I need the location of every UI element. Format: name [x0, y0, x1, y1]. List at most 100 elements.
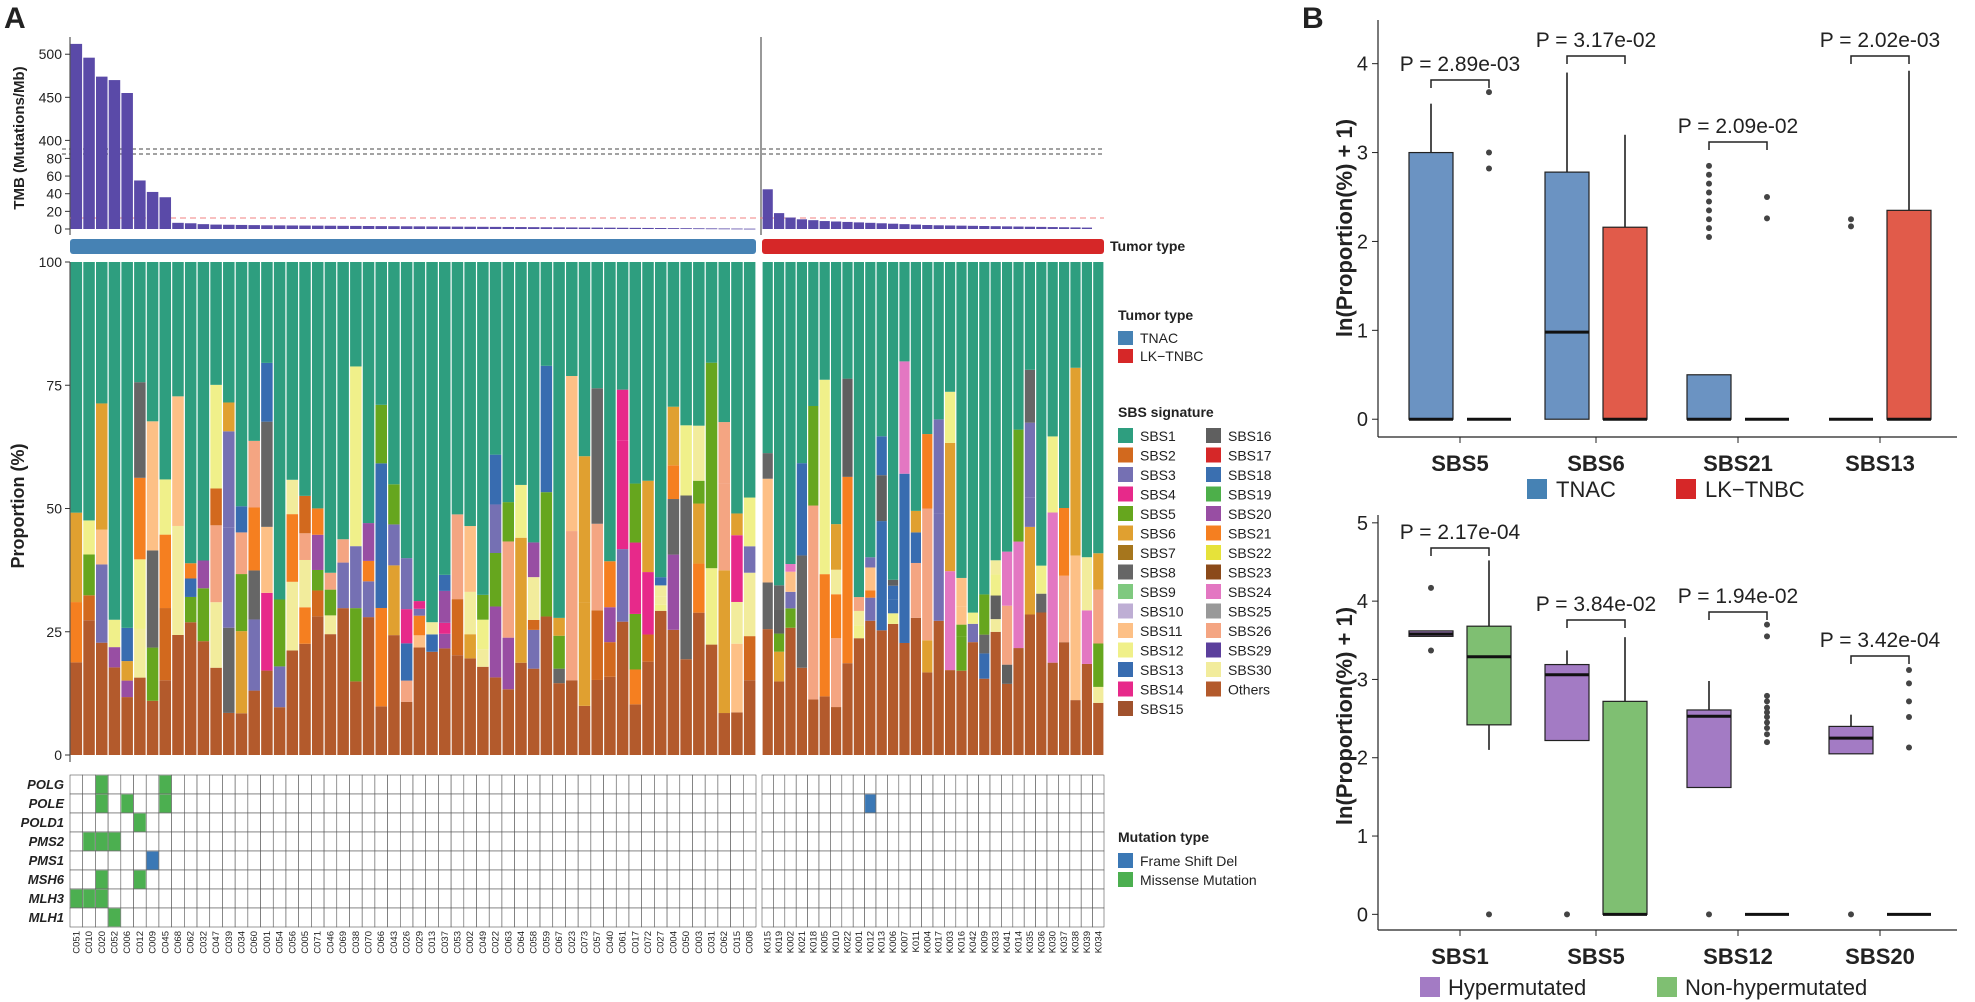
signature-segment	[477, 594, 489, 620]
oncoprint-cell	[450, 907, 465, 928]
signature-segment	[362, 523, 375, 561]
signature-segment	[261, 592, 273, 671]
oncoprint-cell	[1023, 869, 1036, 890]
oncoprint-cell	[438, 831, 452, 852]
tmb-bar	[108, 80, 121, 229]
oncoprint-cell	[514, 850, 528, 871]
mutation-cell	[146, 851, 159, 870]
oncoprint-cell	[323, 888, 338, 909]
signature-segment	[1002, 262, 1013, 552]
oncoprint-cell	[679, 888, 693, 909]
oncoprint-cell	[966, 869, 979, 890]
signature-segment	[489, 262, 502, 455]
signature-segment	[527, 542, 540, 578]
oncoprint-cell	[841, 888, 854, 909]
oncoprint-cell	[807, 774, 820, 795]
signature-segment	[248, 507, 260, 571]
oncoprint-cell	[955, 907, 968, 928]
oncoprint-cell	[184, 831, 198, 852]
oncoprint-cell	[628, 774, 642, 795]
oncoprint-cell	[978, 831, 991, 852]
oncoprint-cell	[361, 793, 376, 814]
signature-segment	[553, 635, 565, 669]
signature-segment	[515, 537, 527, 663]
oncoprint-cell	[425, 907, 439, 928]
box-outlier	[1706, 198, 1712, 205]
oncoprint-cell	[374, 812, 388, 833]
signature-segment	[831, 569, 842, 595]
oncoprint-cell	[450, 869, 465, 890]
signature-segment	[1036, 612, 1047, 755]
oncoprint-cell	[761, 812, 774, 833]
signature-segment	[808, 405, 819, 506]
oncoprint-cell	[552, 793, 566, 814]
oncoprint-cell	[932, 907, 945, 928]
signature-segment	[853, 610, 864, 626]
signature-segment	[324, 634, 337, 755]
tmb-tick-label: 80	[46, 150, 62, 166]
sample-label: C022	[491, 931, 502, 954]
tmb-bar	[540, 227, 553, 229]
signature-segment	[629, 704, 642, 755]
tmb-bar	[1047, 227, 1058, 229]
oncoprint-cell	[932, 831, 945, 852]
signature-segment	[1093, 553, 1104, 590]
signature-segment	[1002, 551, 1013, 606]
tmb-bar	[451, 226, 464, 229]
signature-segment	[311, 590, 324, 617]
sample-label: C057	[592, 931, 603, 954]
oncoprint-cell	[679, 907, 693, 928]
oncoprint-cell	[773, 907, 786, 928]
signature-segment	[134, 382, 146, 478]
signature-segment	[83, 262, 95, 521]
oncoprint-cell	[742, 831, 757, 852]
pvalue-bracket	[1708, 141, 1768, 150]
oncoprint-cell	[387, 907, 401, 928]
signature-segment	[922, 262, 933, 435]
signature-segment	[718, 483, 730, 571]
oncoprint-cell	[285, 831, 299, 852]
signature-segment	[553, 617, 565, 636]
tmb-bar	[888, 223, 899, 229]
signature-segment	[400, 609, 413, 644]
signature-segment	[1036, 565, 1047, 594]
oncoprint-cell	[784, 850, 797, 871]
tmb-bar	[70, 43, 83, 230]
signature-segment	[578, 602, 591, 706]
oncoprint-cell	[311, 793, 325, 814]
oncoprint-cell	[196, 793, 211, 814]
b-bottom-legend-label-hyper: Hypermutated	[1448, 975, 1586, 1000]
signature-segment	[604, 607, 616, 643]
mutation-cell	[108, 832, 121, 851]
gene-label: POLE	[29, 796, 65, 811]
oncoprint-cell	[641, 793, 655, 814]
oncoprint-cell	[336, 850, 350, 871]
box-outlier	[1764, 692, 1770, 699]
signature-segment	[785, 591, 796, 609]
signature-segment	[1013, 429, 1024, 542]
signature-segment	[853, 262, 864, 598]
panel-b-bottom: ln(Proportion(%) + 1) 0 1 2 3 4 5 SBS1 P = 2.17…	[1332, 513, 1957, 1000]
signature-segment	[718, 422, 730, 484]
signature-segment	[502, 262, 515, 503]
oncoprint-cell	[399, 812, 414, 833]
oncoprint-cell	[1012, 812, 1025, 833]
signature-segment	[388, 565, 400, 636]
signature-segment	[311, 508, 324, 535]
oncoprint-cell	[1023, 831, 1036, 852]
signature-segment	[922, 672, 933, 755]
signature-segment	[1081, 663, 1092, 755]
sample-label: K011	[911, 931, 922, 952]
oncoprint-cell	[476, 888, 490, 909]
tmb-bar	[553, 227, 565, 229]
box-outlier	[1764, 731, 1770, 738]
tmb-bar	[477, 226, 489, 229]
oncoprint-cell	[158, 869, 172, 890]
oncoprint-cell	[514, 907, 528, 928]
tmb-bar	[705, 228, 718, 230]
legend-label: SBS8	[1140, 565, 1176, 581]
signature-segment	[731, 601, 743, 644]
oncoprint-cell	[830, 774, 843, 795]
oncoprint-cell	[311, 869, 325, 890]
signature-segment	[96, 403, 108, 530]
